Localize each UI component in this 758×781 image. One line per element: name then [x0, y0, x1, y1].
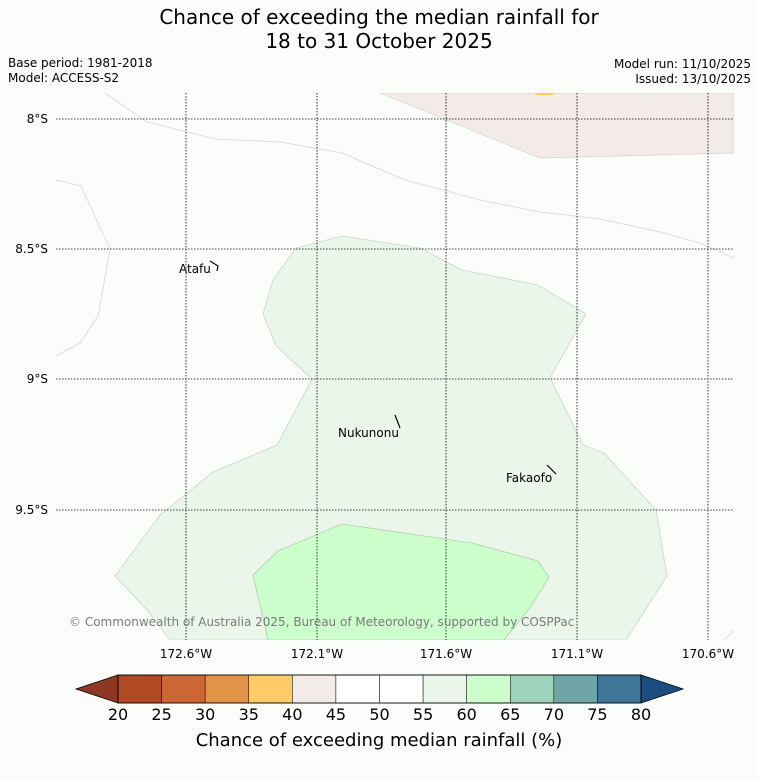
- colorbar-swatch: [117, 674, 162, 704]
- contour-line-east: [723, 629, 734, 640]
- colorbar: 20 25 30 35 40 45 50 55 60 65 70 75 80: [74, 674, 685, 724]
- model-name: Model: ACCESS-S2: [8, 71, 120, 85]
- probability-zone-40-45: [379, 93, 734, 159]
- colorbar-tick-label: 30: [195, 705, 215, 724]
- colorbar-swatch: [597, 674, 642, 704]
- map-title: Chance of exceeding the median rainfall …: [0, 5, 758, 53]
- colorbar-label: Chance of exceeding median rainfall (%): [195, 730, 563, 751]
- colorbar-tick-label: 20: [108, 705, 128, 724]
- latitude-label: 9°S: [27, 372, 48, 386]
- longitude-labels: 172.6°W 172.1°W 171.6°W 171.1°W 170.6°W: [160, 647, 734, 661]
- colorbar-swatch: [510, 674, 555, 704]
- colorbar-tick-label: 40: [282, 705, 302, 724]
- colorbar-swatch: [292, 674, 337, 704]
- colorbar-swatch: [466, 674, 511, 704]
- colorbar-swatch: [379, 674, 424, 704]
- place-label-fakaofo: Fakaofo: [506, 471, 552, 485]
- copyright-notice: © Commonwealth of Australia 2025, Bureau…: [69, 615, 574, 629]
- title-line-2: 18 to 31 October 2025: [265, 29, 493, 53]
- colorbar-frame: [117, 674, 642, 704]
- longitude-label: 171.6°W: [420, 647, 472, 661]
- meta-right: Model run: 11/10/2025 Issued: 13/10/2025: [614, 57, 751, 87]
- place-label-nukunonu: Nukunonu: [338, 426, 399, 440]
- colorbar-tick-label: 65: [500, 705, 520, 724]
- longitude-label: 170.6°W: [682, 647, 734, 661]
- base-period: Base period: 1981-2018: [8, 56, 153, 70]
- colorbar-high-extend: [640, 674, 685, 704]
- meta-left: Base period: 1981-2018 Model: ACCESS-S2: [8, 56, 153, 86]
- colorbar-tick-label: 50: [369, 705, 389, 724]
- colorbar-tick-label: 75: [587, 705, 607, 724]
- colorbar-tick-label: 45: [326, 705, 346, 724]
- atafu-island: [209, 260, 219, 272]
- colorbar-tick-label: 80: [631, 705, 651, 724]
- colorbar-tick-label: 70: [544, 705, 564, 724]
- colorbar-swatch: [422, 674, 467, 704]
- latitude-label: 8.5°S: [15, 242, 48, 256]
- longitude-label: 172.1°W: [291, 647, 343, 661]
- latitude-labels: 8°S 8.5°S 9°S 9.5°S: [15, 112, 48, 517]
- colorbar-tick-label: 55: [413, 705, 433, 724]
- contour-line-north: [104, 93, 734, 259]
- colorbar-tick-label: 60: [456, 705, 476, 724]
- issued-date: Issued: 13/10/2025: [635, 72, 751, 86]
- colorbar-swatch: [335, 674, 380, 704]
- place-label-atafu: Atafu: [179, 262, 211, 276]
- model-run: Model run: 11/10/2025: [613, 57, 751, 71]
- nukunonu-island: [394, 414, 401, 429]
- title-line-1: Chance of exceeding the median rainfall …: [159, 5, 599, 29]
- longitude-label: 172.6°W: [160, 647, 212, 661]
- probability-zone-55-60: [114, 235, 668, 640]
- colorbar-tick-label: 25: [151, 705, 171, 724]
- latitude-label: 9.5°S: [15, 503, 48, 517]
- colorbar-swatch: [204, 674, 250, 704]
- fakaofo-island: [546, 464, 557, 475]
- colorbar-swatch: [248, 674, 293, 704]
- probability-zone-60-65: [252, 523, 550, 640]
- colorbar-swatch: [161, 674, 206, 704]
- contour-line-west: [56, 179, 111, 357]
- colorbar-swatch: [553, 674, 598, 704]
- probability-zone-35-40: [534, 93, 556, 95]
- longitude-label: 171.1°W: [551, 647, 603, 661]
- gridlines: [56, 93, 734, 640]
- colorbar-low-extend: [74, 674, 119, 704]
- latitude-label: 8°S: [27, 112, 48, 126]
- colorbar-tick-label: 35: [239, 705, 259, 724]
- map-area: Atafu Nukunonu Fakaofo © Commonwealth of…: [56, 93, 734, 640]
